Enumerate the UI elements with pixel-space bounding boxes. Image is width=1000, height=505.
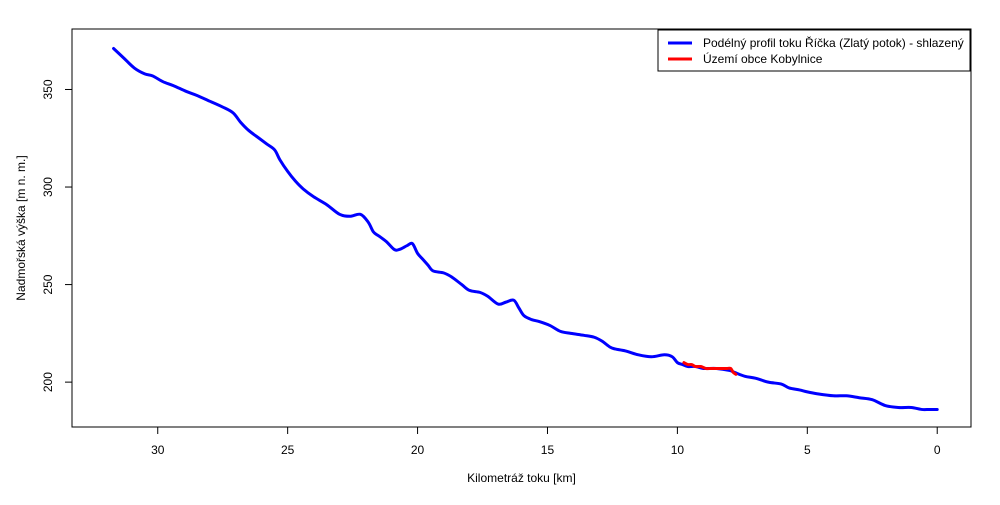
x-axis: 30 25 20 15 10 5 0: [151, 427, 941, 457]
y-tick-label: 250: [41, 274, 55, 294]
x-tick-label: 0: [934, 443, 941, 457]
series-line-2: [682, 361, 738, 376]
x-tick-label: 20: [411, 443, 425, 457]
x-tick-label: 10: [671, 443, 685, 457]
y-tick-label: 200: [41, 372, 55, 392]
legend: Podélný profil toku Říčka (Zlatý potok) …: [657, 29, 971, 72]
y-axis-label: Nadmořská výška [m n. m.]: [14, 155, 28, 300]
x-tick-label: 25: [281, 443, 295, 457]
legend-label-1: Podélný profil toku Říčka (Zlatý potok) …: [703, 35, 964, 50]
series-layer: [112, 47, 939, 412]
x-tick-label: 15: [541, 443, 555, 457]
x-tick-label: 30: [151, 443, 165, 457]
legend-label-2: Území obce Kobylnice: [703, 51, 823, 66]
x-tick-label: 5: [804, 443, 811, 457]
legend-box: [657, 29, 971, 72]
x-axis-label: Kilometráž toku [km]: [467, 471, 576, 485]
y-axis: 200 250 300 350: [41, 79, 72, 392]
plot-frame: [71, 28, 972, 428]
y-tick-label: 350: [41, 79, 55, 99]
y-tick-label: 300: [41, 177, 55, 197]
series-line-1: [112, 47, 939, 412]
